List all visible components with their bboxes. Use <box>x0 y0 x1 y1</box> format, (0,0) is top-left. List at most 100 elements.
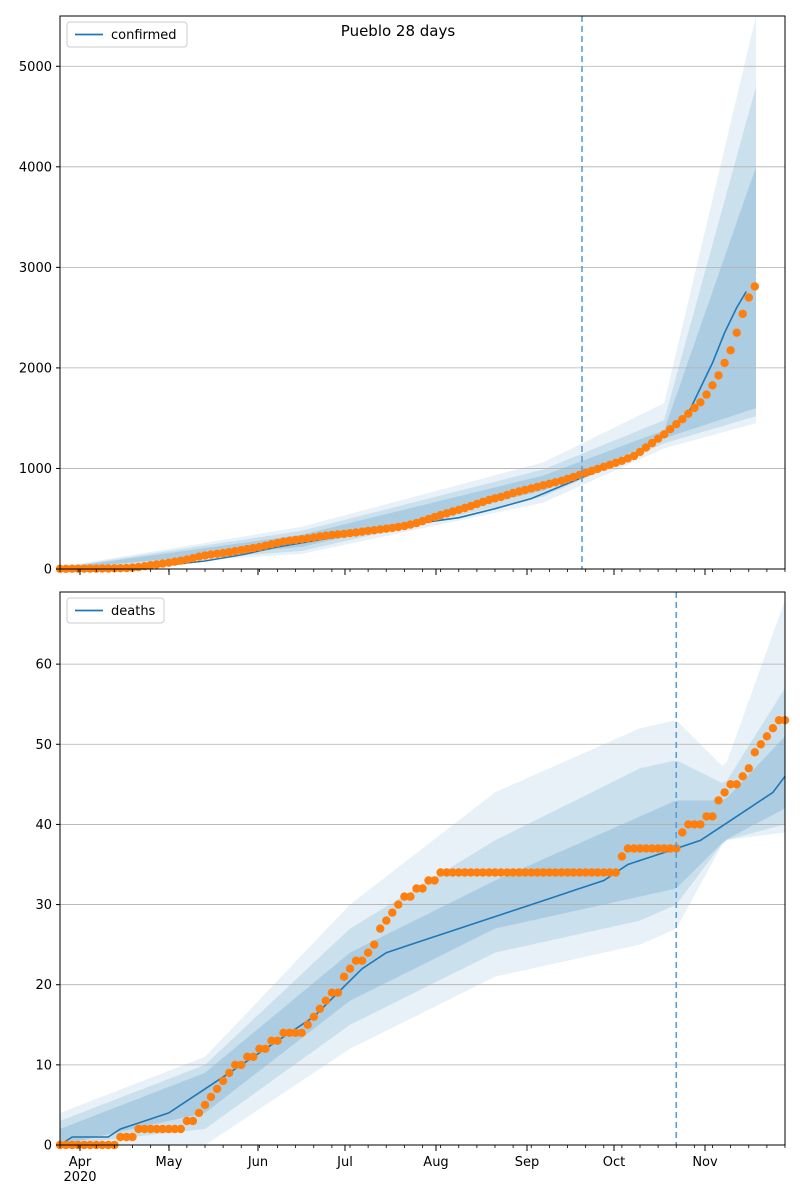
observed-point <box>116 1132 125 1142</box>
observed-point <box>376 924 385 933</box>
y-tick-label: 60 <box>35 658 52 673</box>
y-tick-label: 40 <box>35 818 52 833</box>
x-tick-label: Apr <box>69 1155 92 1170</box>
observed-point <box>237 1060 246 1070</box>
observed-point <box>194 1108 204 1118</box>
observed-point <box>732 328 741 337</box>
observed-point <box>460 868 469 877</box>
observed-point <box>261 1044 270 1054</box>
observed-point <box>515 868 524 877</box>
observed-point <box>545 868 554 877</box>
observed-point <box>370 940 379 949</box>
deaths-y-ticks: 0 10 20 30 40 50 60 <box>35 658 60 1154</box>
observed-point <box>430 876 439 885</box>
observed-point <box>273 1036 282 1046</box>
observed-point <box>382 916 391 925</box>
observed-point <box>146 561 155 570</box>
observed-point <box>599 868 608 877</box>
observed-point <box>539 868 548 877</box>
observed-point <box>309 1012 318 1021</box>
chart-title: Pueblo 28 days <box>341 22 456 40</box>
observed-point <box>635 844 645 853</box>
observed-point <box>110 564 119 573</box>
observed-point <box>690 820 699 829</box>
observed-point <box>702 812 711 821</box>
observed-point <box>533 868 542 877</box>
observed-point <box>424 876 433 885</box>
observed-point <box>611 868 620 877</box>
model-line <box>59 291 747 570</box>
observed-point <box>418 884 427 893</box>
observed-point <box>726 780 735 789</box>
observed-point <box>128 563 137 572</box>
observed-point <box>738 309 747 319</box>
observed-point <box>448 868 457 877</box>
observed-point <box>412 884 421 893</box>
observed-point <box>750 282 759 291</box>
observed-point <box>605 868 614 877</box>
observed-point <box>750 748 759 757</box>
observed-point <box>708 381 717 390</box>
observed-point <box>297 1028 306 1038</box>
y-tick-label: 1000 <box>19 462 52 477</box>
observed-point <box>678 828 687 837</box>
y-tick-label: 5000 <box>19 60 52 75</box>
observed-point <box>206 550 216 559</box>
observed-point <box>339 972 349 981</box>
legend-label: confirmed <box>111 28 177 43</box>
observed-point <box>660 844 669 853</box>
observed-point <box>672 844 681 853</box>
uncertainty-band <box>60 16 756 569</box>
confirmed-axes-frame <box>59 15 786 570</box>
observed-point <box>363 526 373 536</box>
observed-point <box>714 796 723 805</box>
x-tick-label: 2020 <box>63 1170 96 1185</box>
observed-point <box>327 988 337 997</box>
confirmed-legend: confirmed <box>66 21 188 48</box>
observed-point <box>653 844 663 853</box>
observed-point <box>490 868 500 877</box>
y-tick-label: 0 <box>44 1139 52 1154</box>
x-tick-label: May <box>156 1155 183 1170</box>
observed-point <box>454 868 463 877</box>
observed-point <box>684 820 693 829</box>
x-tick-label: Jun <box>247 1155 268 1170</box>
y-tick-label: 0 <box>44 563 52 578</box>
observed-point <box>442 868 451 877</box>
observed-point <box>684 409 693 418</box>
observed-point <box>478 868 488 877</box>
confirmed-panel: 0 1000 2000 3000 4000 5000 confirmed Pueblo 2… <box>19 15 786 578</box>
uncertainty-band <box>60 86 756 570</box>
observed-point <box>672 420 681 429</box>
observed-point <box>363 948 373 957</box>
legend-box <box>66 21 188 48</box>
observed-point <box>623 844 633 853</box>
observed-point <box>388 908 397 917</box>
observed-point <box>738 772 747 781</box>
y-tick-label: 50 <box>35 738 52 753</box>
observed-point <box>726 346 735 355</box>
observed-point <box>466 868 475 877</box>
observed-point <box>527 868 536 877</box>
y-tick-label: 3000 <box>19 261 52 276</box>
observed-point <box>690 403 699 413</box>
observed-point <box>243 1052 252 1062</box>
observed-point <box>406 892 415 901</box>
y-tick-label: 4000 <box>19 160 52 175</box>
confirmed-observed-points <box>55 282 759 573</box>
observed-point <box>279 1028 288 1038</box>
deaths-gridlines <box>60 663 785 1066</box>
observed-point <box>188 1116 198 1126</box>
observed-point <box>170 1124 179 1134</box>
observed-point <box>563 868 572 877</box>
x-tick-label: Oct <box>603 1155 625 1170</box>
confirmed-y-ticks: 0 1000 2000 3000 4000 5000 <box>19 60 60 578</box>
observed-point <box>720 788 729 797</box>
observed-point <box>122 1132 131 1142</box>
legend-box <box>66 597 165 624</box>
y-tick-label: 2000 <box>19 361 52 376</box>
observed-point <box>484 868 494 877</box>
observed-point <box>146 1124 155 1134</box>
